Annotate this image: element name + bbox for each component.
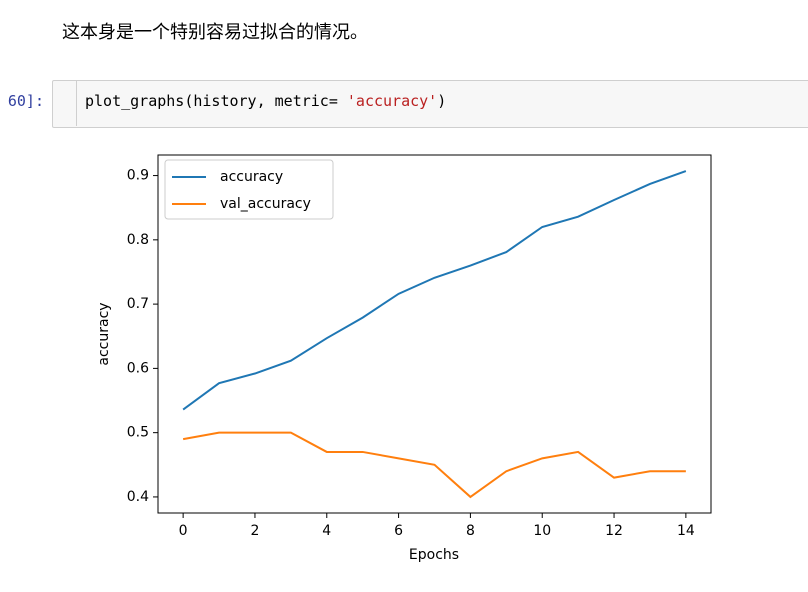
x-tick-label: 6 xyxy=(394,523,403,539)
plot-frame xyxy=(157,154,712,514)
series-line xyxy=(182,431,686,499)
markdown-text: 这本身是一个特别容易过拟合的情况。 xyxy=(62,22,368,43)
y-tick-label: 0.8 xyxy=(127,232,149,248)
code-part: ) xyxy=(437,92,447,110)
code-part: plot_graphs(history, metric= xyxy=(85,92,347,110)
x-tick-label: 10 xyxy=(533,523,551,539)
legend-label: val_accuracy xyxy=(220,196,311,212)
x-tick-label: 4 xyxy=(322,523,331,539)
y-tick-label: 0.9 xyxy=(127,168,149,184)
code-cell[interactable] xyxy=(52,80,808,128)
legend-box xyxy=(164,159,334,220)
x-axis-label: Epochs xyxy=(409,547,459,563)
cell-prompt: 60]: xyxy=(7,92,44,110)
y-axis-label: accuracy xyxy=(96,302,112,365)
x-tick-label: 14 xyxy=(677,523,695,539)
x-tick-label: 12 xyxy=(605,523,623,539)
code: plot_graphs(history, metric= 'accuracy') xyxy=(85,92,446,110)
x-tick-label: 2 xyxy=(250,523,259,539)
y-tick-label: 0.6 xyxy=(127,360,149,376)
y-tick-label: 0.7 xyxy=(127,296,149,312)
legend-label: accuracy xyxy=(220,169,283,185)
x-tick-label: 8 xyxy=(466,523,475,539)
series-line xyxy=(182,170,687,411)
y-tick-label: 0.5 xyxy=(127,425,149,441)
x-tick-label: 0 xyxy=(179,523,188,539)
y-tick-label: 0.4 xyxy=(127,489,149,505)
code-string: 'accuracy' xyxy=(346,92,438,110)
cell-divider xyxy=(76,81,77,126)
